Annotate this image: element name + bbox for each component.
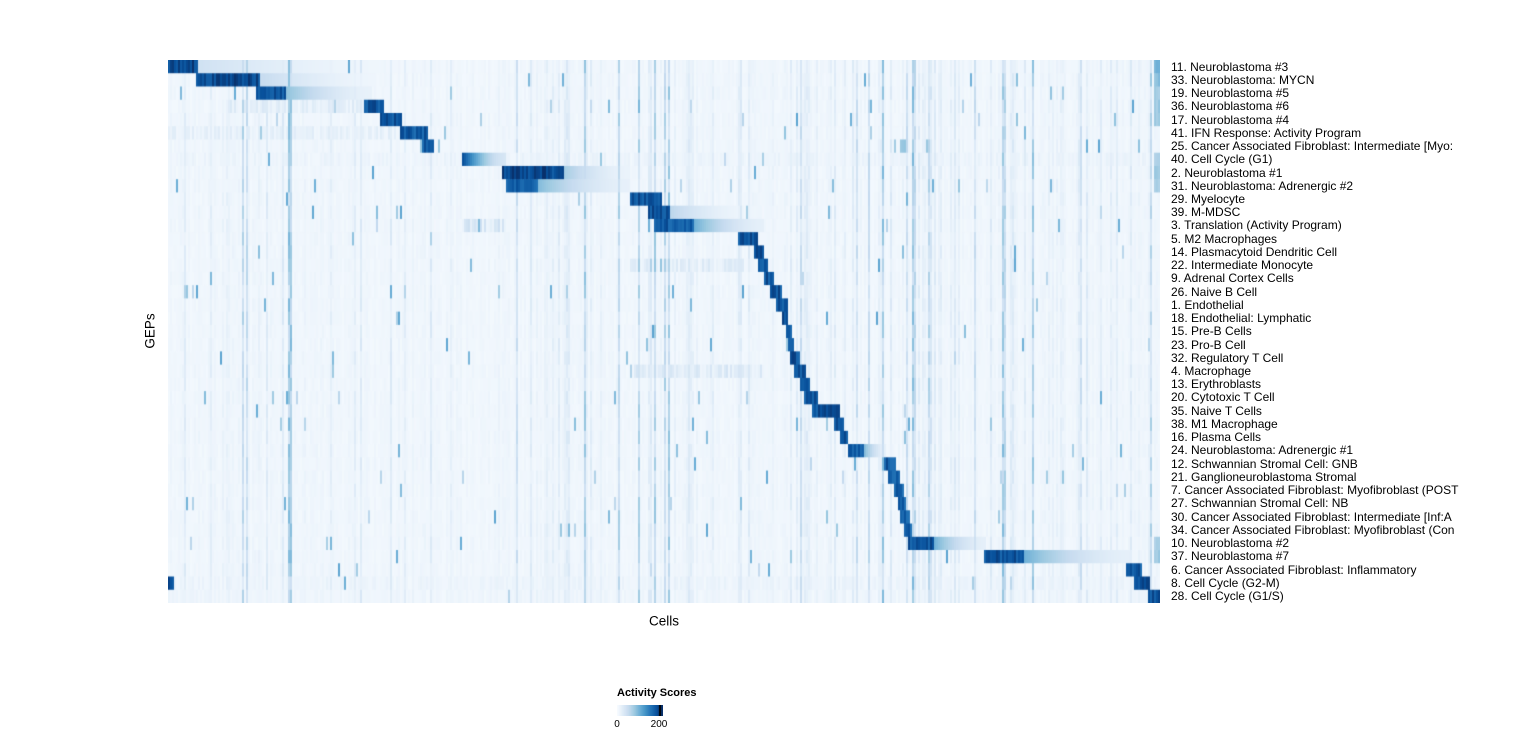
- legend-title: Activity Scores: [617, 687, 697, 699]
- x-axis-label: Cells: [648, 613, 680, 629]
- row-label: 13. Erythroblasts: [1171, 377, 1262, 392]
- y-axis-label: GEPs: [142, 313, 158, 349]
- row-label: 25. Cancer Associated Fibroblast: Interm…: [1171, 139, 1454, 154]
- heatmap-canvas: [168, 60, 1160, 603]
- legend-labels: 0 200: [614, 719, 747, 733]
- row-label: 5. M2 Macrophages: [1171, 231, 1278, 246]
- row-label: 10. Neuroblastoma #2: [1171, 536, 1290, 551]
- row-label: 26. Naive B Cell: [1171, 284, 1258, 299]
- row-label: 39. M-MDSC: [1171, 205, 1241, 220]
- row-label: 15. Pre-B Cells: [1171, 324, 1252, 339]
- row-label: 38. M1 Macrophage: [1171, 416, 1278, 431]
- row-label: 7. Cancer Associated Fibroblast: Myofibr…: [1171, 483, 1459, 498]
- row-label: 8. Cell Cycle (G2-M): [1171, 575, 1280, 590]
- row-label: 16. Plasma Cells: [1171, 430, 1262, 445]
- row-label: 12. Schwannian Stromal Cell: GNB: [1171, 456, 1358, 471]
- legend-min-label: 0: [614, 719, 620, 730]
- legend-colorbar: [617, 705, 663, 716]
- row-label: 9. Adrenal Cortex Cells: [1171, 271, 1294, 286]
- row-label: 11. Neuroblastoma #3: [1171, 59, 1289, 74]
- row-label: 20. Cytotoxic T Cell: [1171, 390, 1275, 405]
- row-label: 36. Neuroblastoma #6: [1171, 99, 1290, 114]
- legend-max-label: 200: [650, 719, 668, 730]
- row-label: 30. Cancer Associated Fibroblast: Interm…: [1171, 509, 1452, 524]
- row-label: 34. Cancer Associated Fibroblast: Myofib…: [1171, 522, 1455, 537]
- row-label: 14. Plasmacytoid Dendritic Cell: [1171, 244, 1338, 259]
- row-label: 2. Neuroblastoma #1: [1171, 165, 1283, 180]
- row-label: 41. IFN Response: Activity Program: [1171, 125, 1362, 140]
- row-label: 33. Neuroblastoma: MYCN: [1171, 72, 1315, 87]
- row-label: 21. Ganglioneuroblastoma Stromal: [1171, 469, 1357, 484]
- row-label: 24. Neuroblastoma: Adrenergic #1: [1171, 443, 1354, 458]
- row-label: 29. Myelocyte: [1171, 191, 1246, 206]
- row-label: 37. Neuroblastoma #7: [1171, 549, 1290, 564]
- row-label: 31. Neuroblastoma: Adrenergic #2: [1171, 178, 1354, 193]
- row-label: 4. Macrophage: [1171, 364, 1252, 379]
- row-label: 18. Endothelial: Lymphatic: [1171, 311, 1312, 326]
- row-label: 23. Pro-B Cell: [1171, 337, 1246, 352]
- legend: Activity Scores 0 200: [614, 687, 747, 733]
- row-label: 35. Naive T Cells: [1171, 403, 1262, 418]
- row-label: 22. Intermediate Monocyte: [1171, 258, 1314, 273]
- row-label: 6. Cancer Associated Fibroblast: Inflamm…: [1171, 562, 1417, 577]
- row-label: 27. Schwannian Stromal Cell: NB: [1171, 496, 1349, 511]
- row-label: 3. Translation (Activity Program): [1171, 218, 1342, 233]
- row-label: 19. Neuroblastoma #5: [1171, 86, 1290, 101]
- row-label: 17. Neuroblastoma #4: [1171, 112, 1290, 127]
- row-label: 32. Regulatory T Cell: [1171, 350, 1284, 365]
- row-label: 1. Endothelial: [1171, 297, 1244, 312]
- row-labels: 11. Neuroblastoma #3 33. Neuroblastoma: M…: [1171, 60, 1540, 603]
- row-label: 40. Cell Cycle (G1): [1171, 152, 1273, 167]
- row-label: 28. Cell Cycle (G1/S): [1171, 589, 1284, 603]
